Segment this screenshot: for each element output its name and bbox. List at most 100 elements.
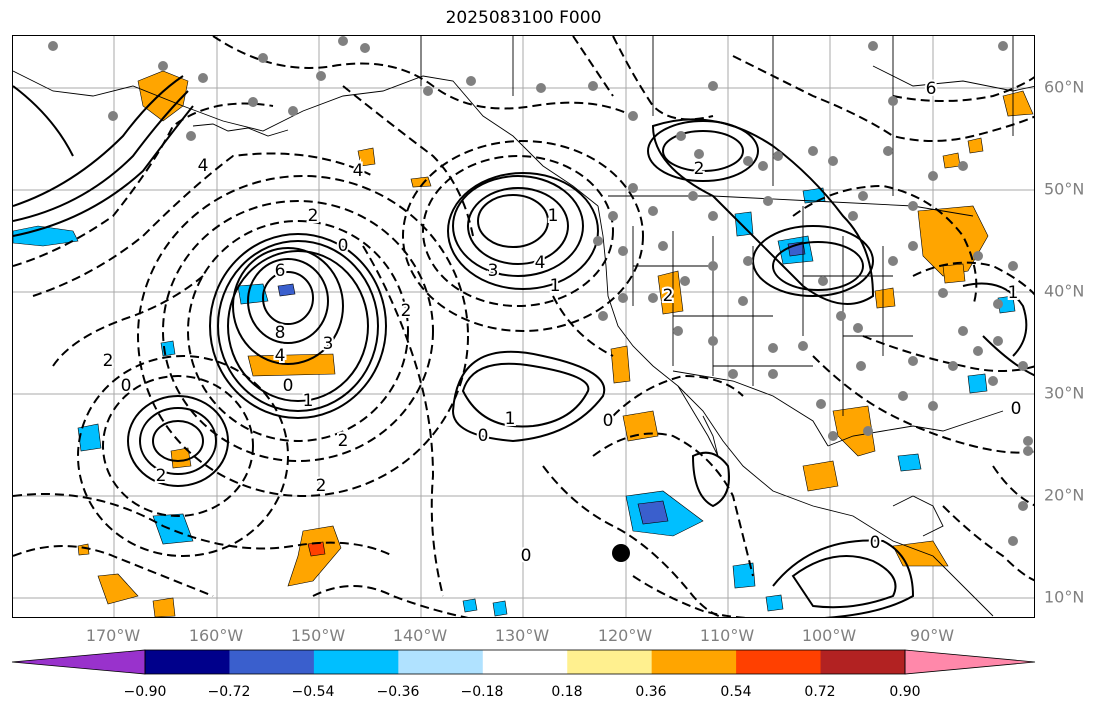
colorbar-tick-label: 0.18: [551, 684, 583, 700]
contour-label: 1: [303, 391, 314, 411]
colorbar-segment: [313, 650, 399, 674]
colorbar-extend-low: [12, 650, 145, 674]
hudson: [872, 65, 1034, 92]
shade-orange: [802, 460, 839, 492]
colorbar-tick-label: 0.36: [635, 684, 667, 700]
shade-orange: [152, 597, 176, 617]
lon-label: 150°W: [290, 626, 346, 645]
shade-orange: [247, 353, 336, 377]
lon-label: 160°W: [188, 626, 244, 645]
contour-label: 6: [926, 79, 937, 99]
shade-orange: [622, 410, 659, 442]
west-coast: [597, 205, 994, 617]
colorbar-segment: [736, 650, 822, 674]
contour-label: 0: [478, 426, 489, 446]
lat-label: 40°N: [1044, 281, 1085, 301]
colorbar: [11, 649, 1036, 675]
shade-orange: [357, 147, 376, 167]
lat-label: 60°N: [1044, 77, 1085, 97]
dashed-contours: [13, 36, 1034, 617]
colorbar-tick-label: 0.72: [804, 684, 836, 700]
colorbar-segment: [229, 650, 315, 674]
coastlines: [13, 36, 1034, 617]
gulf-coast: [827, 410, 1004, 447]
shade-orange: [967, 137, 984, 154]
chart-title: 2025083100 F000: [445, 8, 602, 28]
shade-blue: [732, 562, 756, 589]
shade-blue: [237, 283, 269, 305]
colorbar-segment: [567, 650, 653, 674]
shade-orange: [287, 525, 342, 587]
lat-label: 50°N: [1044, 179, 1085, 199]
contour-label: 0: [1011, 399, 1022, 419]
map-plot-area: 6 8 4 2 0 3 4 1 1 0 2 3 2 1 2 0 6 4 2 4 …: [12, 35, 1035, 618]
contour-label: 0: [521, 546, 532, 566]
contour-label: 6: [275, 261, 286, 281]
colorbar-segment: [651, 650, 737, 674]
lat-label: 20°N: [1044, 485, 1085, 505]
aleutian-islands: [192, 123, 289, 137]
shade-orange: [892, 540, 949, 567]
contour-label: 2: [156, 466, 167, 486]
lon-label: 140°W: [392, 626, 448, 645]
shade-blue: [897, 453, 922, 472]
tropical-cyclone-marker: [612, 544, 630, 562]
shade-orange: [942, 152, 961, 169]
shade-orange: [832, 405, 876, 457]
contour-label: 2: [338, 431, 349, 451]
solid-contours: [13, 75, 1034, 617]
contour-label: 4: [353, 161, 364, 181]
colorbar-segment: [145, 650, 230, 674]
colorbar-segment: [820, 650, 906, 674]
shade-blue: [77, 423, 102, 452]
colorbar-extend-high: [905, 650, 1035, 674]
mexico-border: [672, 370, 829, 447]
map-canvas: 6 8 4 2 0 3 4 1 1 0 2 3 2 1 2 0 6 4 2 4 …: [13, 36, 1034, 617]
station-markers: [48, 36, 1033, 546]
contour-label: 0: [283, 376, 294, 396]
lon-label: 120°W: [597, 626, 653, 645]
shade-blue: [462, 598, 478, 613]
contour-label: 8: [275, 323, 286, 343]
lon-label: 170°W: [85, 626, 141, 645]
contour-label: 2: [316, 476, 327, 496]
shaded-fields: [13, 70, 1034, 617]
colorbar-tick-label: −0.54: [291, 684, 335, 700]
colorbar-segment: [482, 650, 568, 674]
contour-label: 4: [198, 156, 209, 176]
contour-label: 0: [121, 376, 132, 396]
contour-label: 2: [308, 206, 319, 226]
contour-label: 1: [548, 206, 559, 226]
colorbar-tick-label: 0.54: [720, 684, 752, 700]
contour-label: 3: [488, 261, 499, 281]
shade-blue: [152, 513, 194, 545]
contour-label: 1: [1008, 283, 1019, 303]
contour-label: 3: [323, 334, 334, 354]
lat-label: 10°N: [1044, 587, 1085, 607]
contour-label: 1: [505, 409, 516, 429]
colorbar-tick-label: −0.90: [123, 684, 167, 700]
us-canada-border: [608, 195, 974, 217]
alaska-coast: [13, 70, 599, 207]
shade-blue: [13, 225, 79, 247]
contour-label: 2: [694, 159, 705, 179]
lon-label: 110°W: [699, 626, 755, 645]
shade-blue: [765, 594, 784, 612]
contour-labels: 6 8 4 2 0 3 4 1 1 0 2 3 2 1 2 0 6 4 2 4 …: [101, 77, 1024, 568]
shade-orange: [874, 287, 896, 309]
gridlines: [13, 36, 1034, 617]
baja: [677, 385, 719, 457]
state-lines: [632, 206, 913, 416]
shade-darkblue: [637, 500, 669, 525]
contour-label: 2: [401, 301, 412, 321]
contour-label: 4: [535, 253, 546, 273]
shade-orange: [657, 270, 684, 315]
lon-label: 130°W: [494, 626, 550, 645]
lon-label: 90°W: [909, 626, 955, 645]
colorbar-segment: [398, 650, 484, 674]
colorbar-tick-label: −0.72: [207, 684, 251, 700]
shade-blue: [160, 340, 176, 357]
lon-label: 100°W: [801, 626, 857, 645]
shade-blue: [734, 211, 754, 237]
shade-orange: [170, 447, 192, 469]
